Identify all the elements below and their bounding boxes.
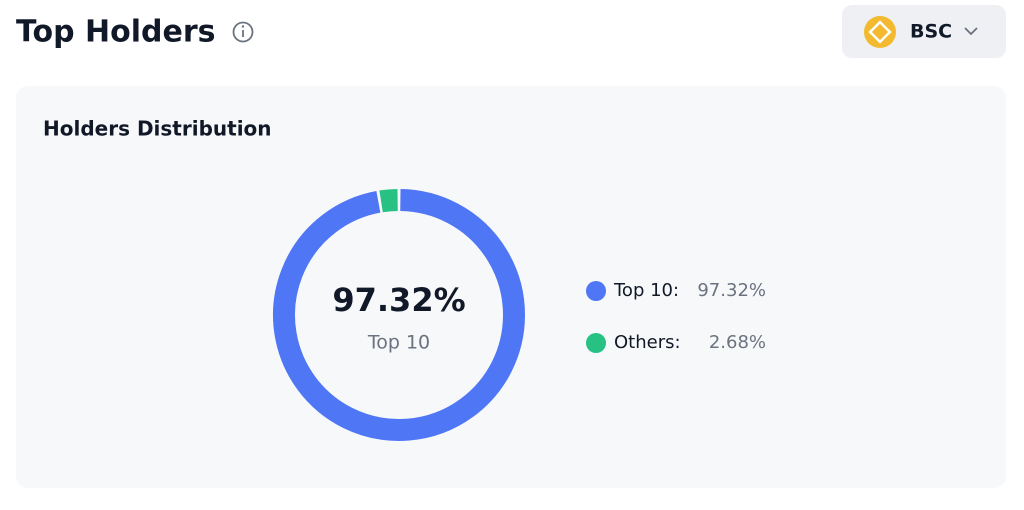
legend-label: Top 10: [613,280,679,301]
network-label: BSC [910,21,952,43]
legend-value: 97.32% [697,280,766,301]
donut-segment [379,189,398,213]
legend-dot [586,333,606,353]
legend-dot [586,281,606,301]
center-value: 97.32% [332,281,465,319]
legend: Top 10: 97.32% Others: 2.68% [586,280,766,353]
legend-value: 2.68% [709,332,766,353]
donut [273,189,525,441]
legend-label: Others: [614,332,681,353]
card-title: Holders Distribution [43,117,272,141]
page-title: Top Holders [16,15,215,50]
center-label: Top 10 [367,332,430,354]
network-selector[interactable]: BSC [842,5,1006,58]
donut-segment [273,189,525,441]
info-icon[interactable] [232,21,254,43]
